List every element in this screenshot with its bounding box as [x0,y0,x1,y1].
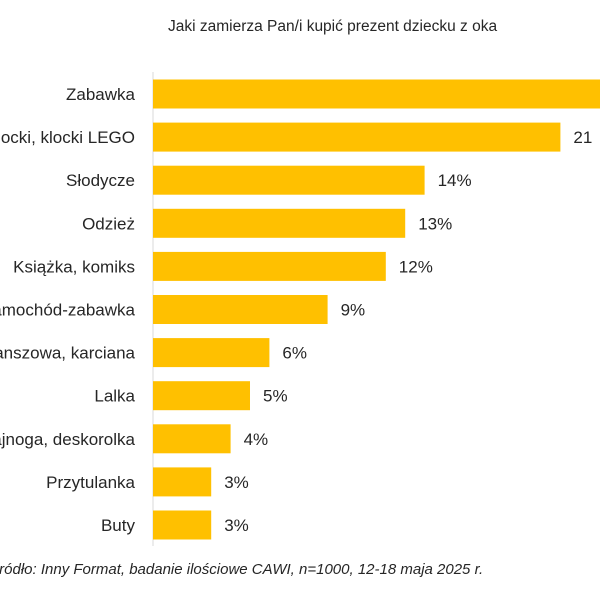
category-label: Pojazd, samochód-zabawka [0,301,136,320]
chart-source-note: Źródło: Inny Format, badanie ilościowe C… [0,561,484,578]
bars-group [153,79,600,540]
category-label: Gra planszowa, karciana [0,344,136,363]
value-label: 5% [263,387,288,406]
value-label: 14% [438,171,472,190]
category-labels-group: Zabawka Klocki, klocki LEGO Słodycze Odzież… [0,85,136,535]
value-labels-group: 21 14% 13% 12% 9% 6% 5% 4% 3% 3% [224,128,592,535]
category-label: Książka, komiks [13,257,135,276]
bar [153,122,561,152]
value-label: 13% [418,214,452,233]
bar [153,79,600,109]
value-label: 3% [224,516,249,535]
bar [153,251,386,281]
chart-title: Jaki zamierza Pan/i kupić prezent dzieck… [168,18,498,35]
value-label: 9% [341,301,366,320]
bar [153,510,212,540]
category-label: Klocki, klocki LEGO [0,128,135,147]
value-label: 3% [224,473,249,492]
bar [153,208,406,238]
value-label: 12% [399,257,433,276]
bar [153,338,270,368]
category-label: Zabawka [66,85,136,104]
category-label: Buty [101,516,136,535]
category-label: Słodycze [66,171,135,190]
bar [153,467,212,497]
category-label: Hulajnoga, deskorolka [0,430,136,449]
bar [153,295,328,324]
bar [153,381,250,411]
bar [153,165,425,195]
value-label: 6% [282,344,307,363]
category-label: Lalka [94,387,135,406]
category-label: Odzież [82,214,135,233]
category-label: Przytulanka [46,473,135,492]
value-label: 4% [244,430,269,449]
value-label: 21 [573,128,592,147]
bar [153,424,231,454]
